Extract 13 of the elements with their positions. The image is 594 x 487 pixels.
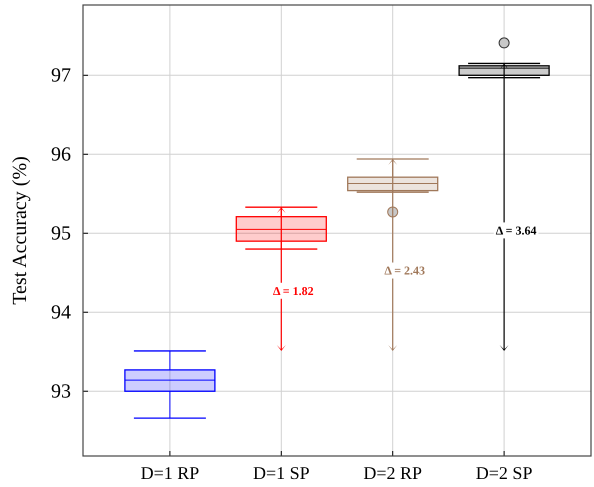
- y-tick-label: 96: [51, 144, 71, 166]
- y-tick-label: 95: [51, 222, 71, 245]
- annotation: Δ = 2.43: [384, 264, 426, 278]
- y-tick-label: 94: [51, 302, 71, 324]
- x-tick-label: D=1 RP: [140, 462, 200, 483]
- x-tick-label: D=2 RP: [363, 462, 422, 483]
- x-tick-label: D=1 SP: [252, 462, 310, 483]
- x-tick-label: D=2 SP: [476, 462, 532, 483]
- annotation: Δ = 1.82: [272, 284, 314, 298]
- y-tick-label: 93: [51, 380, 71, 403]
- y-axis-title: Test Accuracy (%): [9, 156, 31, 305]
- y-tick-label: 97: [51, 64, 71, 87]
- annotation: Δ = 3.64: [496, 223, 536, 238]
